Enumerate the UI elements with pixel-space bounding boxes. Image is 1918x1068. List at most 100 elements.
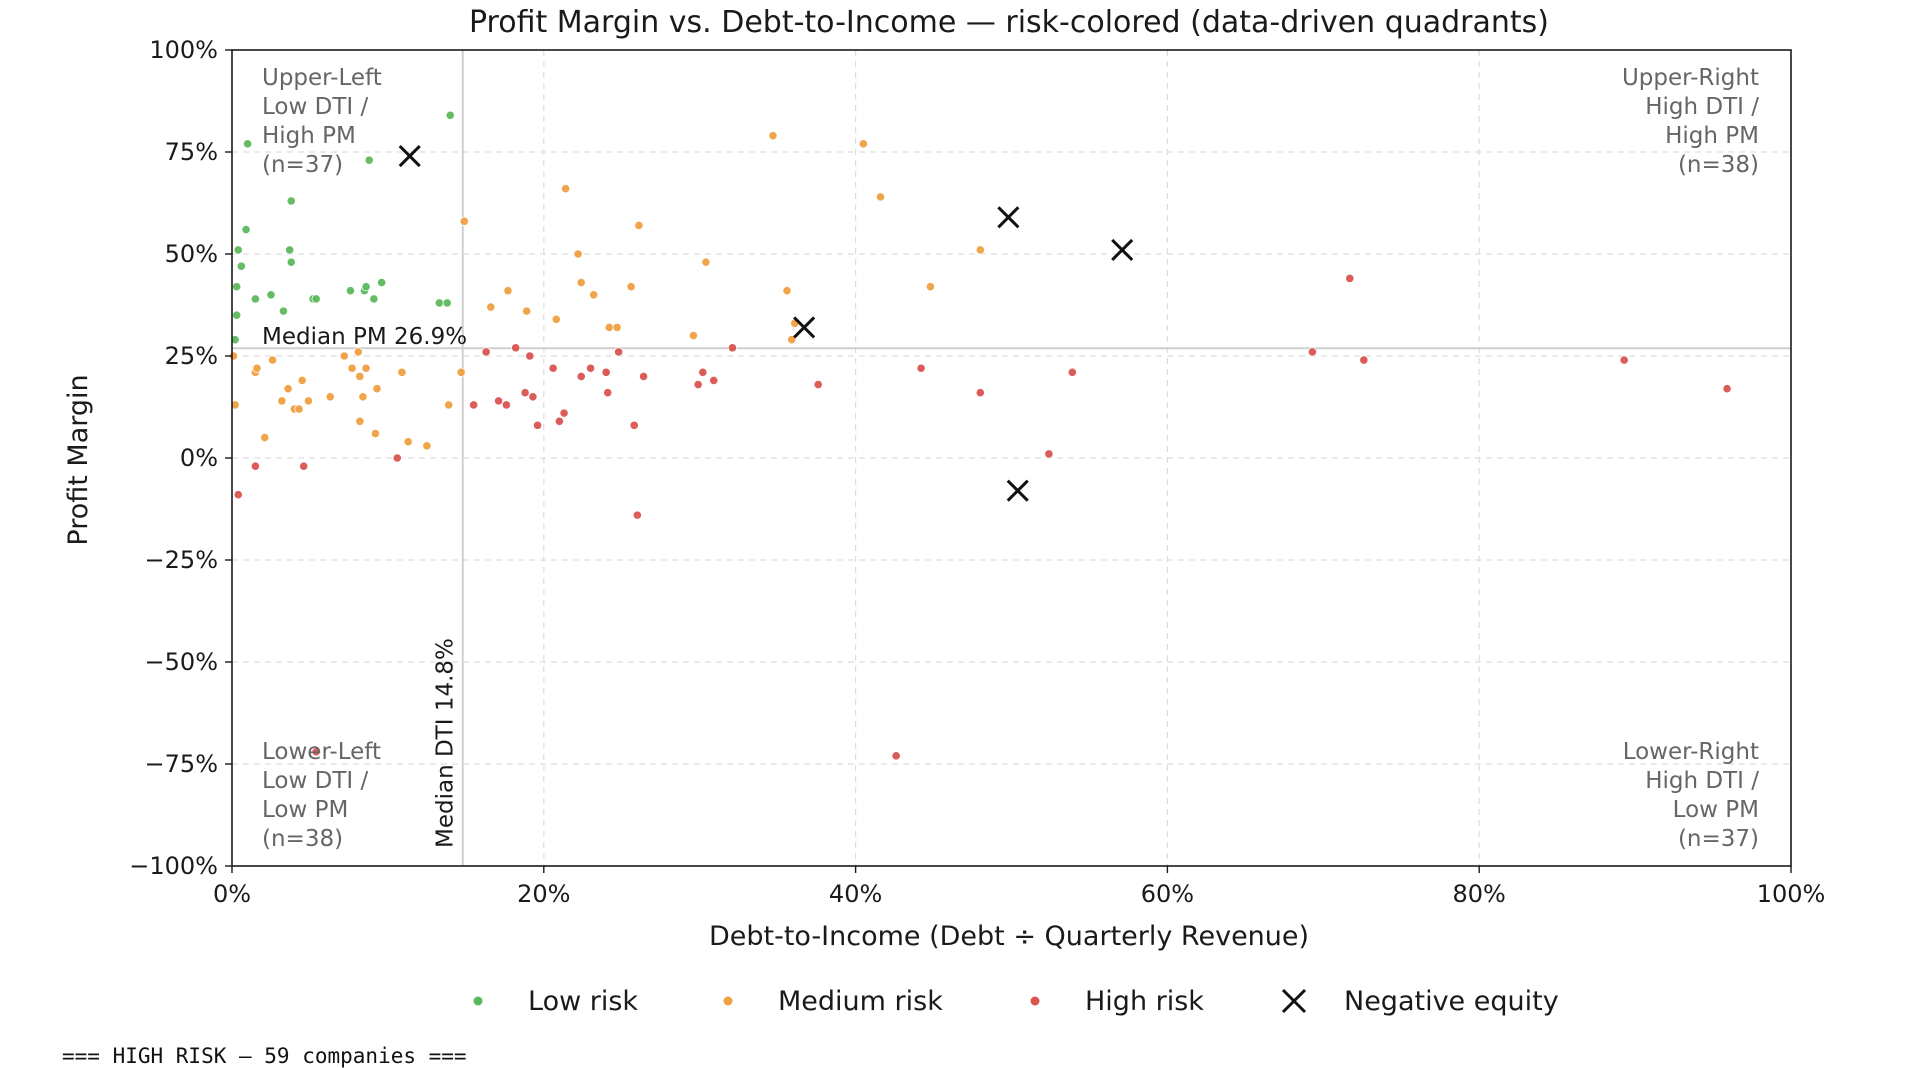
data-point (573, 249, 583, 259)
x-tick-label: 20% (517, 880, 570, 908)
data-point (629, 420, 639, 430)
data-point (1359, 355, 1369, 365)
data-point (355, 416, 365, 426)
data-point (372, 384, 382, 394)
quadrant-label-line: Low DTI / (262, 94, 368, 120)
data-point (297, 375, 307, 386)
data-point (858, 139, 868, 149)
data-point (925, 282, 936, 292)
data-point (445, 110, 455, 120)
data-point (311, 294, 321, 304)
negative-equity-marker (1111, 238, 1134, 261)
quadrant-label-line: High PM (262, 123, 356, 149)
data-point (688, 330, 699, 341)
quadrant-label-line: Low DTI / (262, 768, 368, 794)
legend-label: High risk (1085, 986, 1204, 1017)
data-point (576, 277, 586, 288)
legend: Low risk Medium risk High risk Negative equ… (473, 986, 1559, 1017)
data-point (456, 367, 466, 377)
data-point (503, 286, 513, 296)
data-point (634, 220, 644, 231)
data-point (230, 335, 240, 345)
quadrant-label-line: Low PM (262, 797, 348, 823)
data-point (370, 428, 381, 439)
data-point (522, 306, 532, 316)
quadrant-label-top-right: Upper-Right High DTI / High PM (n=38) (1622, 65, 1759, 178)
data-point (422, 441, 432, 451)
data-point (250, 294, 260, 304)
data-point (434, 298, 444, 308)
data-point (698, 367, 708, 377)
median-pm-label: Median PM 26.9% (262, 324, 467, 350)
data-point (260, 432, 270, 443)
quadrant-label-line: (n=38) (262, 826, 343, 852)
data-point (361, 363, 371, 373)
x-tick-label: 100% (1757, 880, 1826, 908)
x-tick-label: 80% (1453, 880, 1506, 908)
data-point (693, 379, 703, 390)
y-tick-label: 25% (165, 342, 218, 370)
data-point (813, 379, 823, 390)
data-point (1044, 449, 1054, 459)
quadrant-label-line: Lower-Right (1623, 739, 1759, 765)
data-point (364, 155, 374, 165)
legend-marker (1281, 988, 1307, 1014)
data-point (392, 453, 402, 463)
legend-item: Negative equity (1281, 986, 1559, 1017)
data-point (638, 371, 649, 381)
data-point (283, 384, 293, 394)
data-point (787, 335, 797, 345)
y-tick-label: −100% (129, 852, 218, 880)
data-point (701, 257, 711, 267)
legend-label: Negative equity (1344, 986, 1559, 1017)
negative-equity-marker (1006, 479, 1029, 502)
data-point (768, 131, 778, 141)
quadrant-label-line: Low PM (1673, 797, 1759, 823)
data-point (493, 396, 504, 406)
median-lines (232, 50, 1791, 866)
legend-marker (1030, 996, 1040, 1006)
data-point (236, 261, 246, 271)
data-point (250, 461, 260, 471)
quadrant-label-line: Lower-Left (262, 739, 381, 765)
data-point (277, 396, 287, 406)
data-point (548, 363, 558, 373)
data-point (285, 245, 295, 255)
data-point (1345, 273, 1355, 284)
data-point (303, 396, 313, 406)
quadrant-label-line: Upper-Left (262, 65, 382, 91)
x-tick-label: 40% (829, 880, 882, 908)
median-dti-label: Median DTI 14.8% (433, 638, 459, 848)
quadrant-label-bottom-right: Lower-Right High DTI / Low PM (n=37) (1623, 739, 1760, 852)
data-point (353, 347, 363, 357)
data-point (286, 196, 296, 206)
data-point (551, 314, 561, 324)
data-point (325, 392, 335, 402)
data-point (589, 290, 599, 300)
quadrant-labels: Upper-Left Low DTI / High PM (n=37) Upper-Ri… (262, 65, 1759, 852)
y-tick-label: 0% (180, 444, 218, 472)
data-point (916, 363, 926, 373)
data-point (612, 322, 622, 333)
data-point (559, 408, 569, 418)
data-point (347, 363, 357, 373)
quadrant-label-line: Upper-Right (1622, 65, 1759, 91)
data-point (481, 347, 491, 357)
data-point (528, 392, 538, 402)
y-tick-label: −50% (145, 648, 218, 676)
data-point (299, 461, 309, 471)
data-point (554, 416, 564, 426)
data-point (278, 306, 289, 316)
y-tick-label: −75% (145, 750, 218, 778)
data-point (520, 388, 530, 398)
quadrant-label-bottom-left: Lower-Left Low DTI / Low PM (n=38) (262, 739, 381, 852)
y-tick-label: 100% (149, 36, 218, 64)
legend-item: Low risk (473, 986, 638, 1017)
x-axis-label: Debt-to-Income (Debt ÷ Quarterly Revenue… (709, 921, 1309, 952)
data-point (232, 282, 242, 292)
quadrant-label-line: High PM (1665, 123, 1759, 149)
quadrant-label-line: (n=37) (1678, 826, 1759, 852)
data-point (576, 371, 586, 381)
data-point (709, 375, 719, 386)
quadrant-label-line: High DTI / (1645, 94, 1759, 120)
